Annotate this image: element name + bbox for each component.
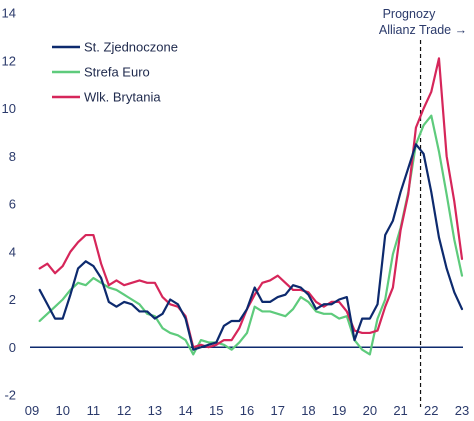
series-lines (38, 57, 464, 356)
y-tick-label: 12 (2, 53, 16, 68)
x-tick-label: 11 (87, 403, 101, 418)
y-tick-label: 6 (9, 197, 16, 212)
x-axis: 09 10 11 12 13 14 15 16 17 18 19 20 21 22 23 (25, 403, 469, 418)
y-tick-label: 14 (2, 6, 16, 21)
y-tick-label: 8 (9, 149, 16, 164)
y-tick-label: 0 (9, 340, 16, 355)
x-tick-label: 12 (117, 403, 131, 418)
forecast-annotation-line2: Allianz Trade → (379, 23, 467, 37)
y-tick-label: 10 (2, 101, 16, 116)
legend-label: Strefa Euro (84, 65, 150, 80)
series-line-strefa-euro (38, 114, 464, 356)
x-tick-label: 18 (301, 403, 315, 418)
x-tick-label: 20 (363, 403, 377, 418)
x-tick-label: 15 (209, 403, 223, 418)
legend-label: St. Zjednoczone (84, 40, 178, 55)
y-axis: -2 0 2 4 6 8 10 12 14 (2, 6, 16, 403)
x-tick-label: 14 (178, 403, 192, 418)
x-tick-label: 09 (25, 403, 39, 418)
series-line-wlk-brytania (38, 57, 464, 349)
x-tick-label: 22 (424, 403, 438, 418)
series-line-st-zjednoczone (38, 143, 464, 351)
legend-label: Wlk. Brytania (84, 90, 161, 105)
x-tick-label: 21 (393, 403, 407, 418)
x-tick-label: 19 (332, 403, 346, 418)
x-tick-label: 10 (55, 403, 69, 418)
y-tick-label: 2 (9, 292, 16, 307)
x-tick-label: 17 (270, 403, 284, 418)
x-tick-label: 13 (148, 403, 162, 418)
x-tick-label: 23 (455, 403, 469, 418)
y-tick-label: -2 (4, 388, 16, 403)
forecast-annotation-line1: Prognozy (383, 7, 437, 21)
legend: St. Zjednoczone Strefa Euro Wlk. Brytania (52, 40, 178, 105)
y-tick-label: 4 (9, 244, 16, 259)
x-tick-label: 16 (240, 403, 254, 418)
